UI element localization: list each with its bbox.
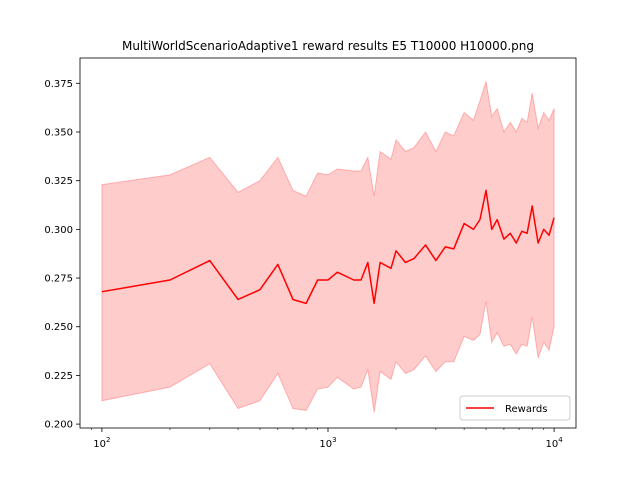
legend: Rewards bbox=[459, 395, 571, 421]
legend-label: Rewards bbox=[505, 404, 547, 415]
y-tick-label: 0.250 bbox=[44, 322, 73, 333]
y-tick-label: 0.325 bbox=[44, 176, 73, 187]
legend-box bbox=[459, 395, 571, 421]
rewards-line bbox=[101, 189, 555, 305]
y-tick-label: 0.200 bbox=[44, 420, 73, 431]
y-tick-label: 0.300 bbox=[44, 225, 73, 236]
y-tick-label: 0.375 bbox=[44, 79, 73, 90]
y-tick-label: 0.225 bbox=[44, 371, 73, 382]
chart-title: MultiWorldScenarioAdaptive1 reward resul… bbox=[122, 39, 534, 53]
confidence-band-layer bbox=[101, 81, 555, 413]
confidence-band bbox=[101, 81, 555, 413]
y-axis-ticks: 0.200 0.225 0.250 0.275 0.300 0.325 0.350 0.375 bbox=[44, 79, 80, 431]
series-line-layer bbox=[101, 189, 555, 305]
y-tick-label: 0.350 bbox=[44, 128, 73, 139]
y-tick-label: 0.275 bbox=[44, 274, 73, 285]
